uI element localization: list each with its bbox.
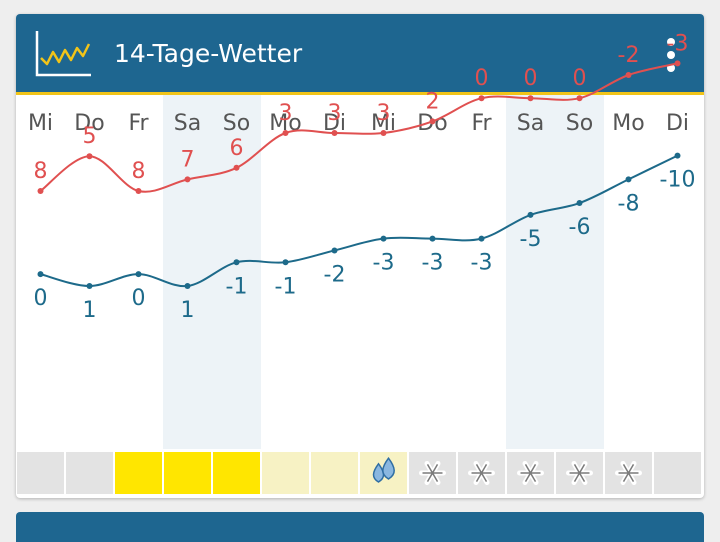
min-temp-label: 1 bbox=[181, 298, 195, 323]
weather-cell-cloudy bbox=[654, 452, 701, 494]
max-temp-point bbox=[86, 153, 93, 160]
day-label: Sa bbox=[517, 111, 544, 136]
temperature-chart: MiDoFrSaSoMoDiMiDoFrSaSoMoDi858763332000… bbox=[17, 31, 701, 494]
snowflake-icon bbox=[419, 460, 446, 486]
min-temp-point bbox=[282, 259, 289, 266]
max-temp-label: 2 bbox=[426, 89, 440, 114]
max-temp-point bbox=[135, 188, 142, 194]
min-temp-point bbox=[674, 152, 681, 159]
max-temp-point bbox=[478, 95, 485, 102]
min-temp-label: -5 bbox=[520, 227, 542, 252]
min-temp-label: -10 bbox=[660, 168, 696, 193]
day-label: So bbox=[566, 111, 593, 136]
max-temp-label: 3 bbox=[328, 101, 342, 126]
min-temp-point bbox=[625, 176, 632, 183]
line-chart-icon bbox=[35, 31, 91, 77]
weekend-shade bbox=[163, 95, 212, 449]
day-label: Sa bbox=[174, 111, 201, 136]
max-temp-label: -3 bbox=[667, 31, 689, 56]
max-temp-label: 5 bbox=[83, 124, 97, 149]
min-temp-point bbox=[135, 271, 142, 278]
snowflake-icon bbox=[468, 460, 495, 486]
raindrops-icon bbox=[372, 456, 395, 483]
min-temp-point bbox=[527, 211, 534, 218]
max-temp-label: 0 bbox=[573, 66, 587, 91]
max-temp-label: 7 bbox=[181, 147, 195, 172]
max-temp-point bbox=[331, 130, 338, 136]
weather-cell-partly-sunny bbox=[311, 452, 358, 494]
min-temp-point bbox=[380, 235, 387, 242]
min-temp-point bbox=[576, 200, 583, 207]
min-temp-label: 0 bbox=[132, 286, 146, 311]
weather-cell-sunny bbox=[115, 452, 162, 494]
weekend-shade bbox=[555, 95, 604, 449]
min-temp-point bbox=[429, 235, 436, 242]
min-temp-label: -3 bbox=[471, 251, 493, 276]
min-temp-point bbox=[331, 247, 338, 254]
weather-card: 14-Tage-Wetter MiDoFrSaSoMoDiMiDoFrSaSoM… bbox=[16, 14, 704, 498]
max-temp-point bbox=[527, 95, 534, 102]
min-temp-label: -3 bbox=[373, 251, 395, 276]
max-temp-label: 3 bbox=[279, 101, 293, 126]
min-temp-point bbox=[478, 235, 485, 242]
min-temp-point bbox=[184, 283, 191, 289]
min-temp-label: -1 bbox=[275, 274, 297, 299]
snowflake-icon bbox=[517, 460, 544, 486]
max-temp-point bbox=[429, 118, 436, 125]
max-temp-point bbox=[380, 130, 387, 136]
min-temp-line bbox=[40, 154, 678, 288]
day-label: Di bbox=[666, 111, 689, 136]
snowflake-icon bbox=[566, 460, 593, 486]
min-temp-label: 1 bbox=[83, 298, 97, 323]
max-temp-label: 8 bbox=[132, 159, 146, 184]
max-temp-label: 6 bbox=[230, 136, 244, 161]
max-temp-point bbox=[674, 60, 681, 67]
max-temp-label: 8 bbox=[34, 159, 48, 184]
weather-cell-sunny bbox=[213, 452, 260, 494]
day-label: Mi bbox=[28, 111, 53, 136]
card-title: 14-Tage-Wetter bbox=[114, 39, 303, 68]
more-vert-icon[interactable] bbox=[666, 38, 676, 72]
day-label: Do bbox=[74, 111, 104, 136]
max-temp-point bbox=[625, 72, 632, 78]
min-temp-label: -1 bbox=[226, 274, 248, 299]
weather-cell-partly-sunny bbox=[262, 452, 309, 494]
min-temp-label: -8 bbox=[618, 191, 640, 216]
snowflake-icon bbox=[615, 460, 642, 486]
day-label: Mo bbox=[612, 111, 644, 136]
min-temp-point bbox=[233, 259, 240, 266]
max-temp-point bbox=[37, 188, 44, 194]
max-temp-point bbox=[282, 130, 289, 136]
day-label: Di bbox=[323, 111, 346, 136]
max-temp-label: 0 bbox=[475, 66, 489, 91]
max-temp-label: 3 bbox=[377, 101, 391, 126]
card-header: 14-Tage-Wetter bbox=[16, 14, 704, 95]
min-temp-label: 0 bbox=[34, 286, 48, 311]
max-temp-point bbox=[233, 164, 240, 171]
day-label: Fr bbox=[471, 111, 492, 136]
max-temp-label: -2 bbox=[618, 43, 640, 68]
day-label: Fr bbox=[128, 111, 149, 136]
next-card-header bbox=[16, 512, 704, 542]
min-temp-label: -6 bbox=[569, 215, 591, 240]
day-label: So bbox=[223, 111, 250, 136]
max-temp-point bbox=[184, 176, 191, 183]
max-temp-point bbox=[576, 95, 583, 102]
weather-cell-cloudy bbox=[17, 452, 64, 494]
weather-cell-sunny bbox=[164, 452, 211, 494]
min-temp-label: -3 bbox=[422, 251, 444, 276]
min-temp-point bbox=[37, 271, 44, 278]
max-temp-label: 0 bbox=[524, 66, 538, 91]
weekend-shade bbox=[506, 95, 555, 449]
min-temp-point bbox=[86, 283, 93, 289]
weather-cell-cloudy bbox=[66, 452, 113, 494]
weekend-shade bbox=[212, 95, 261, 449]
min-temp-label: -2 bbox=[324, 262, 346, 287]
